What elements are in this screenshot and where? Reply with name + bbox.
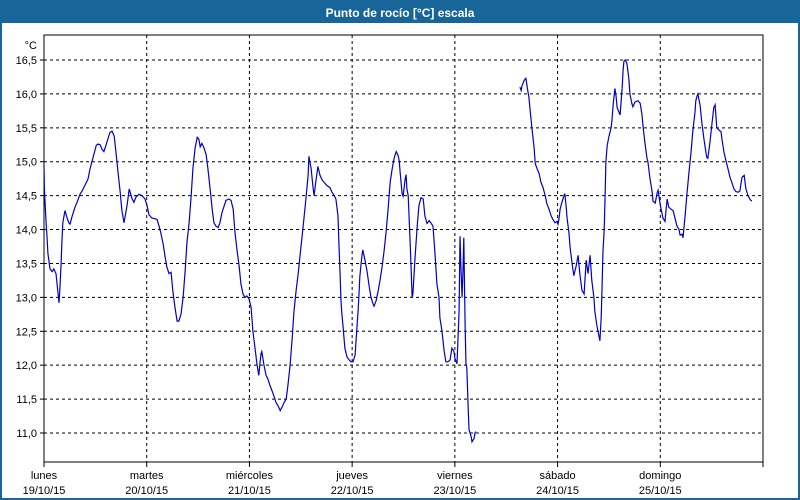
dewpoint-curve [519, 58, 753, 341]
y-tick-label: 12,5 [16, 326, 37, 338]
window-title: Punto de rocío [°C] escala [2, 2, 798, 23]
y-tick-label: 14,5 [16, 191, 37, 203]
x-day-label: martes [130, 470, 164, 482]
y-tick-label: 16,5 [16, 55, 37, 67]
y-tick-label: 13,5 [16, 258, 37, 270]
y-axis-unit-label: °C [25, 40, 37, 52]
dewpoint-curve [43, 130, 477, 444]
x-day-label: lunes [31, 470, 58, 482]
y-tick-label: 15,0 [16, 157, 37, 169]
x-day-label: sábado [540, 470, 576, 482]
x-date-label: 21/10/15 [228, 485, 271, 497]
y-tick-label: 14,0 [16, 225, 37, 237]
y-tick-label: 12,0 [16, 360, 37, 372]
x-date-label: 23/10/15 [433, 485, 476, 497]
x-date-label: 25/10/15 [639, 485, 682, 497]
y-tick-label: 16,0 [16, 89, 37, 101]
x-date-label: 19/10/15 [23, 485, 66, 497]
plot-frame [43, 34, 764, 463]
x-day-label: domingo [639, 470, 681, 482]
y-tick-label: 11,0 [16, 428, 37, 440]
y-tick-label: 15,5 [16, 123, 37, 135]
y-tick-label: 11,5 [16, 394, 37, 406]
x-date-label: 22/10/15 [331, 485, 374, 497]
x-date-label: 24/10/15 [536, 485, 579, 497]
y-tick-label: 13,0 [16, 292, 37, 304]
x-day-label: viernes [437, 470, 473, 482]
x-day-label: jueves [335, 470, 368, 482]
x-day-label: miércoles [226, 470, 274, 482]
x-date-label: 20/10/15 [125, 485, 168, 497]
